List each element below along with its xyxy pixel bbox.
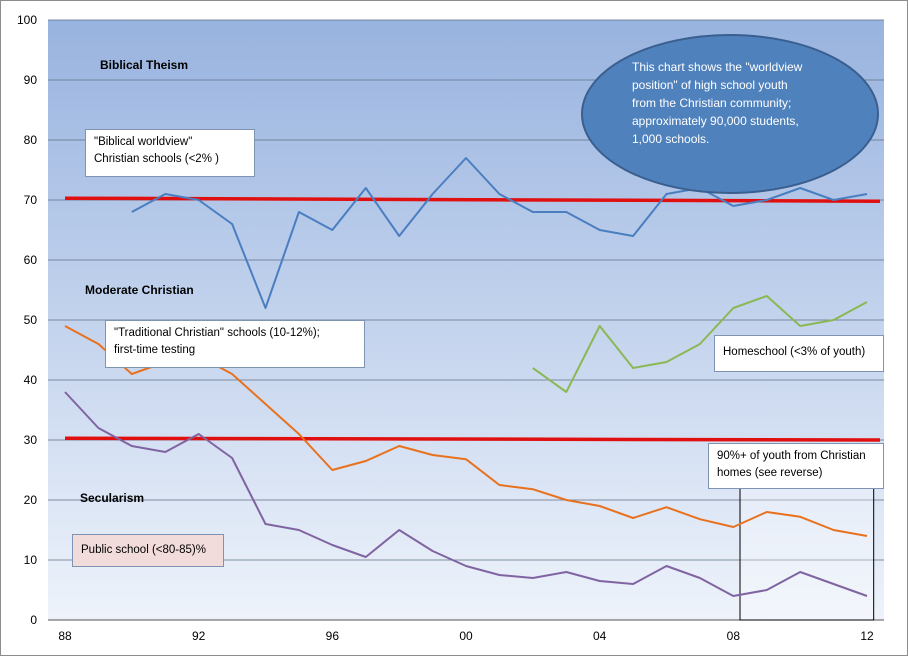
- annotation-line: Public school (<80-85)%: [81, 544, 206, 556]
- x-tick-label: 08: [727, 629, 741, 643]
- annotation-line: "Biblical worldview": [94, 136, 193, 148]
- band-label: Moderate Christian: [85, 283, 194, 297]
- annotation-line: homes (see reverse): [717, 467, 823, 479]
- y-tick-label: 20: [24, 493, 38, 507]
- reference-line: [64, 196, 881, 203]
- annotation-line: Homeschool (<3% of youth): [723, 346, 866, 358]
- y-tick-label: 100: [17, 13, 37, 27]
- callout-line: position" of high school youth: [632, 78, 788, 92]
- reference-line: [64, 436, 881, 442]
- series-line: [532, 295, 868, 393]
- annotation-line: "Traditional Christian" schools (10-12%)…: [114, 327, 320, 339]
- highlight-region: [739, 487, 875, 621]
- callout-line: This chart shows the "worldview: [632, 60, 803, 74]
- band-label: Secularism: [80, 491, 144, 505]
- annotation-line: Christian schools (<2% ): [94, 153, 219, 165]
- band-label: Biblical Theism: [100, 58, 188, 72]
- callout-line: 1,000 schools.: [632, 132, 710, 146]
- x-tick-label: 96: [326, 629, 340, 643]
- series-line: [64, 391, 868, 597]
- y-tick-label: 40: [24, 373, 38, 387]
- x-tick-label: 88: [58, 629, 72, 643]
- x-tick-label: 00: [459, 629, 473, 643]
- y-tick-label: 60: [24, 253, 38, 267]
- y-tick-label: 0: [30, 613, 37, 627]
- callout-oval-text: This chart shows the "worldview position…: [632, 58, 842, 148]
- annotation-line: first-time testing: [114, 344, 196, 356]
- annotation-line: 90%+ of youth from Christian: [717, 450, 866, 462]
- annotation-biblical-worldview: "Biblical worldview" Christian schools (…: [85, 129, 255, 177]
- annotation-christian-homes: 90%+ of youth from Christian homes (see …: [708, 443, 884, 489]
- x-tick-label: 92: [192, 629, 206, 643]
- y-tick-label: 30: [24, 433, 38, 447]
- callout-line: approximately 90,000 students,: [632, 114, 799, 128]
- callout-oval: [581, 34, 879, 194]
- y-tick-label: 10: [24, 553, 38, 567]
- y-tick-label: 90: [24, 73, 38, 87]
- annotation-traditional-christian: "Traditional Christian" schools (10-12%)…: [105, 320, 365, 368]
- annotation-homeschool: Homeschool (<3% of youth): [714, 335, 884, 372]
- callout-line: from the Christian community;: [632, 96, 792, 110]
- y-tick-label: 50: [24, 313, 38, 327]
- x-tick-label: 12: [860, 629, 874, 643]
- y-tick-label: 80: [24, 133, 38, 147]
- annotation-public-school: Public school (<80-85)%: [72, 534, 224, 567]
- x-tick-label: 04: [593, 629, 607, 643]
- y-tick-label: 70: [24, 193, 38, 207]
- series-line: [131, 157, 868, 309]
